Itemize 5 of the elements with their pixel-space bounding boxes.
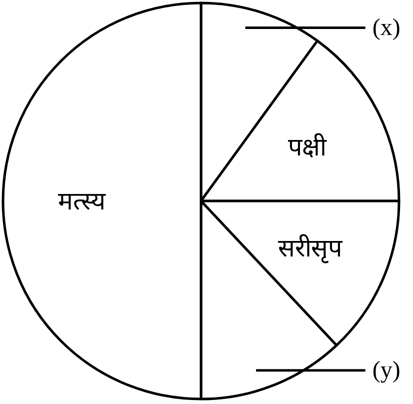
- slice-label: मत्स्य: [58, 186, 106, 216]
- slice-label: (y): [372, 357, 400, 384]
- slice-label: पक्षी: [288, 132, 327, 162]
- slice-label: सरीसृप: [278, 234, 344, 264]
- slice-label: (x): [372, 14, 400, 41]
